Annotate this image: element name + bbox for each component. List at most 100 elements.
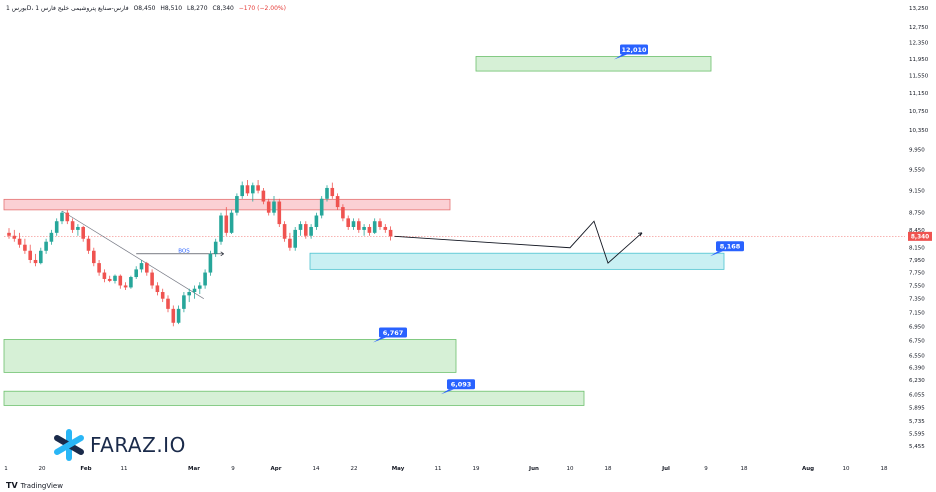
candle-body [357, 221, 361, 230]
candle-body [208, 253, 213, 273]
x-tick-label: 19 [473, 466, 480, 472]
x-tick-label: Jun [528, 466, 539, 472]
zone-price-label-bg [620, 44, 648, 55]
zone-price-label-bg [379, 327, 407, 338]
candle-body [129, 277, 133, 288]
x-tick-label: 14 [313, 466, 320, 472]
y-tick-label: 6,750 [909, 339, 925, 345]
candle-body [362, 226, 366, 230]
asterisk-logo-icon [54, 429, 84, 461]
x-tick-label: 18 [741, 466, 748, 472]
y-tick-label: 5,735 [909, 419, 925, 425]
high-value: H8,510 [160, 5, 183, 12]
candle-body [261, 190, 266, 202]
y-tick-label: 5,455 [909, 444, 925, 450]
candle-body [346, 218, 350, 227]
price-zones [3, 56, 725, 406]
candle-body [102, 272, 107, 279]
y-tick-label: 7,950 [909, 258, 925, 264]
candle-body [155, 285, 160, 293]
y-tick-label: 7,550 [909, 283, 925, 289]
y-tick-label: 10,350 [909, 128, 929, 134]
y-tick-label: 10,750 [909, 109, 929, 115]
y-tick-label: 9,150 [909, 189, 925, 195]
candle-body [335, 196, 340, 208]
candle-body [277, 201, 282, 225]
candle-body [44, 241, 48, 251]
candle-body [251, 185, 255, 194]
candle-body [293, 229, 297, 248]
candle-body [139, 263, 144, 270]
y-tick-label: 5,595 [909, 431, 925, 437]
target-zone [309, 252, 725, 270]
candle-body [160, 292, 165, 299]
candle-body [70, 221, 75, 230]
y-tick-label: 6,390 [909, 366, 925, 372]
close-value: C8,340 [212, 5, 234, 12]
candle-body [54, 221, 59, 233]
candle-body [272, 201, 276, 213]
y-tick-label: 6,950 [909, 324, 925, 330]
y-tick-label: 11,550 [909, 74, 929, 80]
x-tick-label: 10 [843, 466, 850, 472]
bos-arrow-icon [220, 251, 224, 257]
tradingview-label: TradingView [20, 481, 63, 490]
y-tick-label: 11,150 [909, 91, 929, 97]
candle-body [388, 229, 393, 237]
candle-body [229, 212, 234, 233]
zone-label-pointer [441, 389, 454, 395]
chart-header: بورس 1D، فارس-صنایع پتروشیمی خلیج فارس 1… [6, 5, 289, 12]
y-tick-label: 8,150 [909, 246, 925, 252]
x-tick-label: Jul [661, 466, 670, 472]
candle-body [17, 238, 22, 245]
candle-body [341, 207, 345, 219]
y-tick-label: 7,350 [909, 297, 925, 303]
x-tick-label: Apr [271, 466, 282, 472]
candle-body [213, 241, 218, 254]
projection-path [394, 220, 643, 264]
candle-body [86, 238, 91, 251]
candle-body [145, 263, 149, 273]
candle-body [325, 187, 329, 199]
candle-body [97, 263, 101, 273]
symbol-name: بورس 1D، فارس-صنایع پتروشیمی خلیج فارس 1 [6, 5, 129, 12]
candle-body [351, 221, 356, 227]
y-tick-label: 7,750 [909, 271, 925, 277]
x-tick-label: Feb [80, 466, 91, 472]
candle-body [266, 201, 271, 213]
candle-body [330, 187, 335, 197]
zone-price-label: 8,168 [720, 243, 741, 251]
tradingview-watermark: TV TradingView [6, 481, 63, 490]
candle-body [33, 259, 38, 264]
candle-body [65, 212, 70, 222]
x-tick-label: 9 [231, 466, 235, 472]
candle-body [107, 278, 112, 281]
zone-label-pointer [373, 337, 386, 343]
candle-body [219, 215, 223, 242]
candle-body [60, 212, 64, 222]
y-tick-label: 6,055 [909, 392, 925, 398]
zone-price-label: 6,767 [383, 329, 404, 337]
candle-body [28, 250, 32, 260]
candle-body [372, 221, 377, 233]
candle-body [81, 226, 85, 239]
projection-line [394, 220, 643, 264]
last-price-label: 8,340 [911, 235, 929, 241]
x-tick-label: 22 [351, 466, 358, 472]
candle-body [256, 185, 260, 191]
low-value: L8,270 [187, 5, 208, 12]
demand-zone [3, 339, 457, 373]
y-tick-label: 6,550 [909, 354, 925, 360]
demand-zone [475, 56, 712, 72]
candle-body [235, 196, 239, 213]
candle-body [76, 226, 80, 230]
y-tick-label: 11,950 [909, 57, 929, 63]
y-tick-label: 9,950 [909, 147, 925, 153]
candle-body [182, 295, 186, 309]
logo-text: FARAZ.IO [90, 433, 186, 457]
x-tick-label: 10 [567, 466, 574, 472]
candle-body [198, 285, 202, 289]
candle-body [304, 224, 308, 236]
candle-body [367, 226, 372, 233]
